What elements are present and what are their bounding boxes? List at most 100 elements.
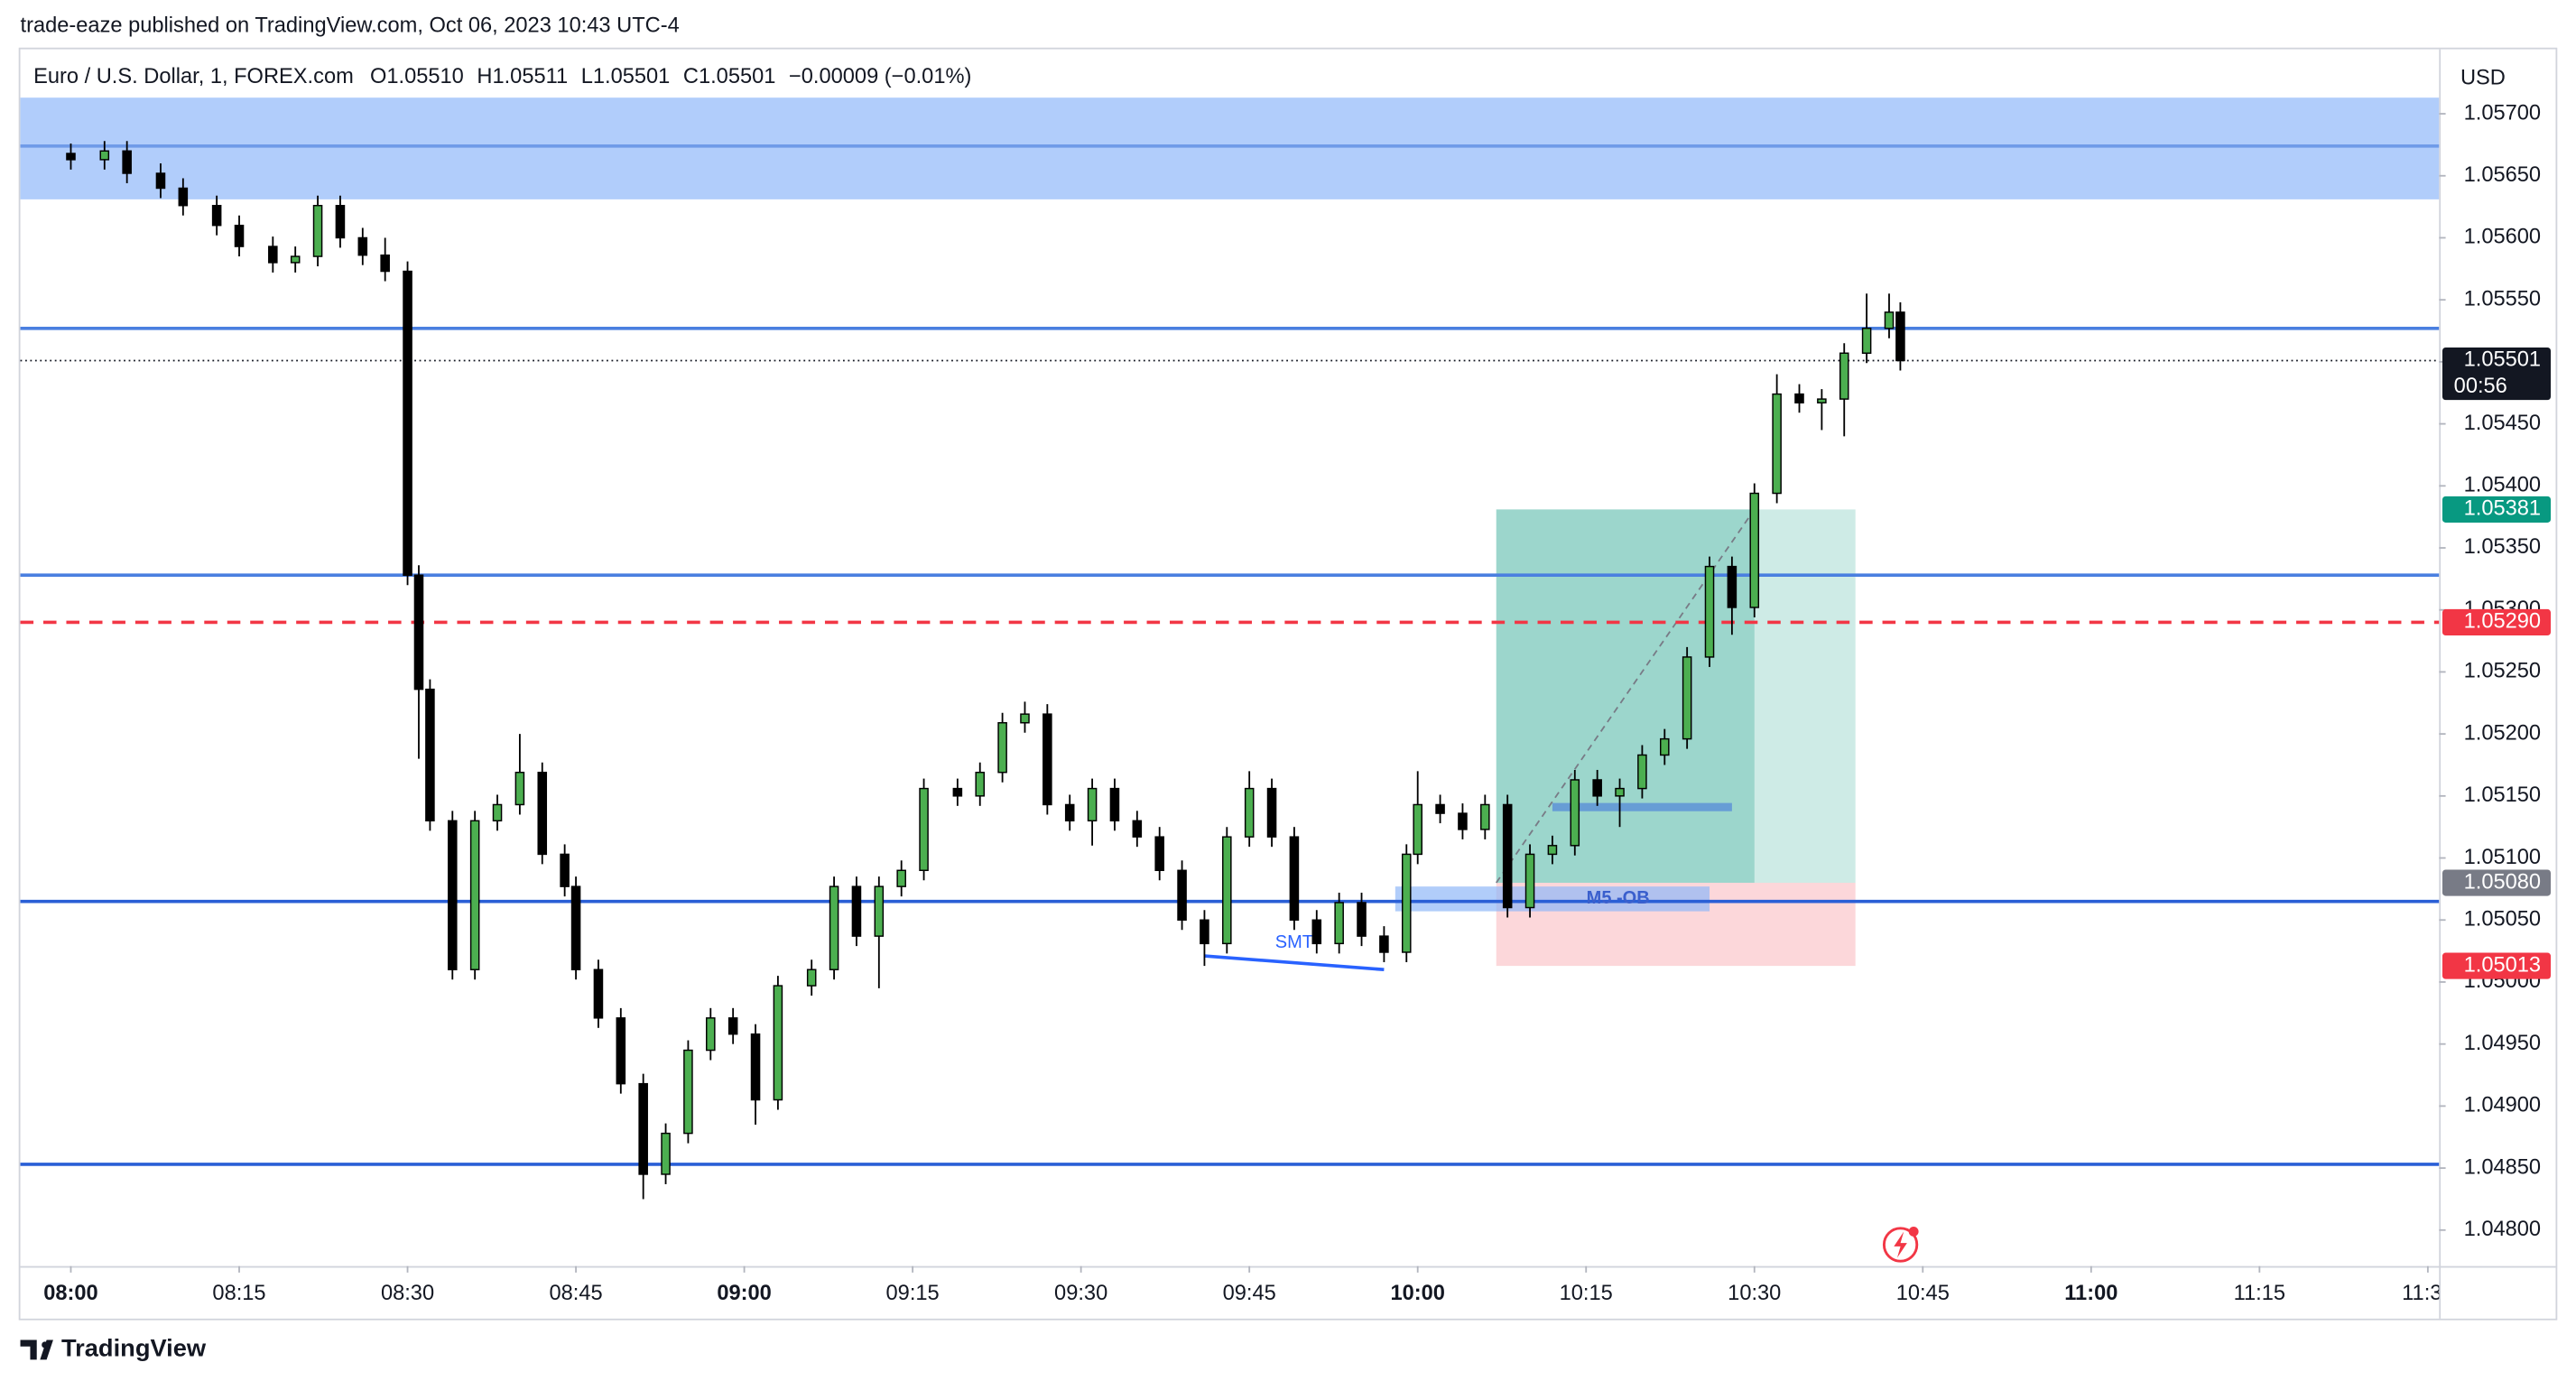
candle-body	[616, 1017, 626, 1085]
candle-body	[1334, 902, 1344, 945]
x-tick-label: 10:45	[1896, 1282, 1950, 1305]
ohlc-value: H1.05511	[477, 65, 568, 88]
candle-body	[1311, 919, 1322, 945]
x-tick-label: 10:30	[1728, 1282, 1781, 1305]
candle-body	[1132, 820, 1143, 838]
candle-body	[1727, 565, 1737, 608]
x-tick-label: 10:15	[1560, 1282, 1613, 1305]
price-tag	[2442, 952, 2552, 979]
candle-body	[425, 688, 435, 822]
x-tick-label: 08:00	[43, 1282, 97, 1305]
candle-body	[1570, 779, 1580, 847]
ohlc-value: O1.05510	[370, 65, 464, 88]
x-tick-label: 08:45	[549, 1282, 602, 1305]
candle-body	[1704, 565, 1715, 658]
x-tick-label: 09:45	[1223, 1282, 1276, 1305]
candle-body	[1109, 787, 1120, 822]
candle-body	[1547, 845, 1558, 856]
x-tick-label: 09:15	[886, 1282, 940, 1305]
candle-body	[874, 885, 885, 937]
smt-label: SMT	[1275, 932, 1313, 952]
candle-body	[1064, 803, 1075, 822]
y-tick-label: 1.05350	[2464, 535, 2541, 559]
candle-body	[1895, 311, 1905, 362]
y-tick-label: 1.04850	[2464, 1155, 2541, 1179]
y-tick-label: 1.05450	[2464, 412, 2541, 435]
candle-body	[919, 787, 929, 872]
candle-body	[1794, 393, 1804, 403]
y-tick-label: 1.05600	[2464, 226, 2541, 249]
y-tick-label: 1.05100	[2464, 846, 2541, 869]
plot-area: M5 -OB SMT	[20, 97, 2440, 1200]
candle-body	[514, 771, 525, 806]
candle-body	[1357, 902, 1367, 937]
candle-body	[1222, 836, 1232, 945]
candle-body	[211, 204, 222, 227]
candle-body	[312, 204, 323, 257]
candle-body	[638, 1082, 648, 1175]
candle-body	[1524, 853, 1535, 909]
ohlc-value: C1.05501	[683, 65, 776, 88]
candle-body	[469, 820, 480, 970]
x-tick-label: 10:00	[1390, 1282, 1444, 1305]
candle-body	[335, 204, 346, 239]
candle-body	[155, 172, 166, 190]
candle-body	[1244, 787, 1255, 838]
candle-body	[773, 985, 783, 1101]
price-tag-label: 1.05381	[2464, 497, 2541, 521]
x-tick-label: 11:15	[2234, 1282, 2285, 1305]
ob-zone	[1395, 886, 1710, 912]
candle-body	[1839, 352, 1849, 400]
candle-body	[952, 787, 963, 797]
candle-body	[661, 1132, 671, 1175]
candle-body	[1042, 713, 1052, 806]
target-area	[1496, 509, 1856, 884]
candle-body	[1289, 836, 1300, 921]
candle-body	[1020, 713, 1030, 724]
candle-body	[896, 869, 906, 887]
candle-body	[806, 969, 817, 987]
y-tick-label: 1.04900	[2464, 1094, 2541, 1117]
candle-body	[1637, 754, 1647, 790]
x-tick-label: 08:15	[212, 1282, 265, 1305]
y-tick-label: 1.05400	[2464, 474, 2541, 497]
y-tick-label: 1.05650	[2464, 163, 2541, 187]
candle-body	[1087, 787, 1098, 822]
legend: Euro / U.S. Dollar, 1, FOREX.com O1.0551…	[33, 65, 971, 88]
candle-body	[403, 270, 412, 576]
candle-body	[1682, 656, 1692, 740]
candle-body	[1592, 779, 1602, 797]
y-tick-label: 1.05150	[2464, 783, 2541, 807]
y-tick-label: 1.04800	[2464, 1218, 2541, 1241]
x-tick-label: 09:30	[1054, 1282, 1107, 1305]
candle-body	[829, 885, 839, 970]
candle-body	[1615, 787, 1625, 797]
x-tick-label: 09:00	[717, 1282, 771, 1305]
supply-zone	[20, 97, 2440, 199]
candle-body	[178, 187, 189, 207]
smt-line	[1204, 954, 1385, 972]
ohlc-value: −0.00009 (−0.01%)	[789, 65, 971, 88]
candle-body	[448, 820, 458, 970]
time-axis: 08:00 08:15 08:30 08:45 09:00 09:15 09:30 09:45…	[43, 1265, 2439, 1305]
candle-body	[1435, 803, 1445, 814]
price-tag-label: 1.05013	[2464, 953, 2541, 977]
y-tick-label: 1.05700	[2464, 101, 2541, 125]
y-tick-label: 1.04950	[2464, 1032, 2541, 1055]
candle-body	[1177, 869, 1187, 921]
y-tick-label: 1.05200	[2464, 721, 2541, 745]
price-tag-label: 1.05290	[2464, 610, 2541, 634]
candle-body	[1401, 853, 1412, 953]
candle-body	[750, 1033, 761, 1101]
countdown: 00:56	[2454, 375, 2507, 398]
candle-body	[1413, 803, 1422, 856]
candle-body	[683, 1049, 693, 1135]
candle-body	[570, 885, 581, 970]
candle-body	[268, 246, 278, 264]
currency-label: USD	[2460, 67, 2506, 90]
y-tick-label: 1.05550	[2464, 287, 2541, 310]
price-tag	[2442, 347, 2552, 401]
x-tick-label: 11:00	[2064, 1282, 2117, 1305]
ohlc-value: L1.05501	[581, 65, 671, 88]
